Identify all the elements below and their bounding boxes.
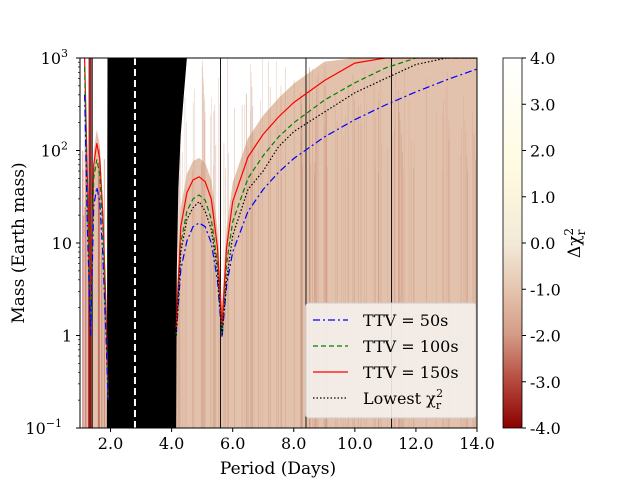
y-axis-ticks: 10−1 1 10 102 103 xyxy=(25,47,80,438)
legend-box xyxy=(305,302,477,419)
ttv-curve-left xyxy=(84,66,109,401)
colorbar-tick-label: -2.0 xyxy=(530,327,561,346)
colorbar-tick-label: 3.0 xyxy=(530,95,555,114)
colorbar-tick-label: -4.0 xyxy=(530,419,561,438)
legend-label-2: TTV = 150s xyxy=(363,363,459,382)
legend-label-1: TTV = 100s xyxy=(363,337,459,356)
x-tick-label: 6.0 xyxy=(220,434,245,453)
y-tick-label: 102 xyxy=(41,140,68,161)
x-tick-label: 14.0 xyxy=(459,434,495,453)
x-tick-label: 12.0 xyxy=(398,434,434,453)
legend-label-0: TTV = 50s xyxy=(363,311,448,330)
y-tick-label: 103 xyxy=(41,47,68,68)
colorbar-tick-label: -1.0 xyxy=(530,280,561,299)
ttv-curve-left xyxy=(84,94,109,401)
colorbar: 4.0 3.0 2.0 1.0 0.0 -1.0 -2.0 -3.0 -4.0 xyxy=(502,49,561,438)
colorbar-label: Δχr2 xyxy=(562,228,588,258)
y-tick-label: 10−1 xyxy=(25,417,62,438)
y-tick-label: 10 xyxy=(52,234,72,253)
x-tick-label: 8.0 xyxy=(281,434,306,453)
x-tick-label: 4.0 xyxy=(159,434,184,453)
exclusion-fill xyxy=(106,58,187,428)
x-axis-ticks: 2.0 4.0 6.0 8.0 10.0 12.0 14.0 xyxy=(98,428,495,453)
ttv-curves xyxy=(84,58,477,401)
x-tick-label: 10.0 xyxy=(337,434,373,453)
x-tick-label: 2.0 xyxy=(98,434,123,453)
colorbar-tick-label: 4.0 xyxy=(530,49,555,68)
colorbar-tick-label: -3.0 xyxy=(530,373,561,392)
x-axis-label: Period (Days) xyxy=(220,459,336,479)
chi2-dark-stripe xyxy=(88,58,92,428)
y-tick-label: 1 xyxy=(62,327,72,346)
legend: TTV = 50s TTV = 100s TTV = 150s Lowest χr2 xyxy=(305,302,477,419)
series-line-1 xyxy=(175,58,477,336)
colorbar-tick-label: 2.0 xyxy=(530,142,555,161)
colorbar-tick-label: 1.0 xyxy=(530,188,555,207)
legend-label-3: Lowest χr2 xyxy=(363,387,443,412)
colorbar-gradient xyxy=(502,57,523,429)
colorbar-tick-label: 0.0 xyxy=(530,234,555,253)
series-line-2 xyxy=(175,58,477,329)
y-axis-label: Mass (Earth mass) xyxy=(9,162,29,323)
stability-exclusion-region xyxy=(106,58,187,428)
